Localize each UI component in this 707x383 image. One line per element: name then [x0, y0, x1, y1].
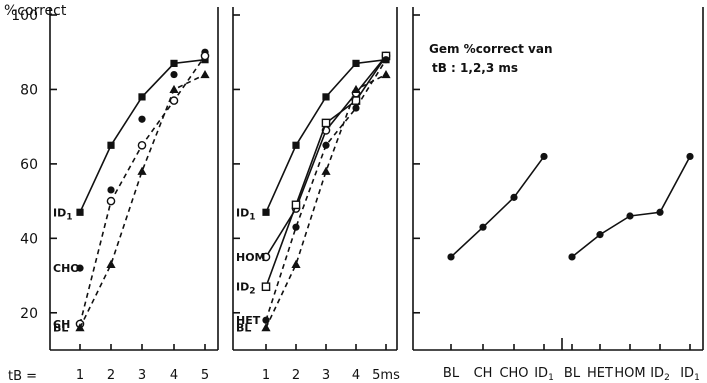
series-label: CH	[53, 318, 70, 331]
x-tick-label: 5ms	[372, 368, 400, 383]
series-line	[265, 55, 387, 258]
series-label: ID1	[53, 206, 73, 222]
data-point	[106, 259, 116, 268]
data-point	[138, 93, 146, 101]
x-tick-label: ID1	[534, 366, 554, 383]
data-point	[291, 200, 301, 210]
x-tick-label: 5	[201, 368, 209, 383]
data-point	[262, 208, 270, 216]
series-label: CHO	[53, 262, 80, 275]
y-tick-label: 60	[20, 157, 38, 173]
x-axis-label: tB =	[8, 369, 37, 383]
data-point	[322, 93, 330, 101]
data-point	[138, 115, 146, 123]
panel-3: Gem %correct van tB : 1,2,3 ms BL CH CHO ID1 B…	[412, 7, 704, 383]
data-point	[106, 196, 116, 206]
chart-subtitle: tB : 1,2,3 ms	[432, 61, 518, 75]
series-label: HOM	[236, 251, 266, 264]
data-point	[321, 166, 331, 175]
x-tick-label: HOM	[614, 366, 645, 381]
data-point	[321, 118, 331, 128]
data-point	[262, 316, 270, 324]
data-point	[76, 208, 84, 216]
x-tick-label: HET	[587, 366, 613, 381]
data-point	[75, 323, 85, 332]
series-line	[571, 156, 691, 258]
data-point	[510, 193, 518, 201]
data-point	[200, 69, 210, 79]
x-tick-label: BL	[564, 366, 581, 381]
chart-title: Gem %correct van	[429, 42, 553, 56]
data-point	[352, 59, 360, 67]
data-point	[352, 104, 360, 112]
data-point	[540, 152, 548, 161]
data-point	[351, 84, 361, 94]
data-point	[107, 141, 115, 149]
x-tick-label: BL	[443, 366, 460, 381]
series-label: HET	[236, 314, 261, 327]
x-tick-label: CHO	[499, 366, 528, 381]
data-point	[76, 264, 84, 272]
data-point	[479, 223, 487, 231]
data-point	[656, 208, 664, 216]
data-point	[170, 59, 178, 67]
data-point	[292, 141, 300, 149]
data-point	[200, 51, 210, 61]
data-point	[291, 259, 301, 268]
data-point	[261, 252, 271, 262]
data-point	[137, 166, 147, 175]
x-tick-label: 3	[138, 368, 146, 383]
series-line	[79, 58, 206, 213]
x-tick-label: ID2	[650, 366, 670, 383]
series-line	[450, 155, 545, 258]
data-point	[596, 231, 604, 239]
x-tick-label: ID1	[680, 366, 700, 383]
data-point	[381, 69, 391, 79]
data-point	[107, 186, 115, 194]
data-point	[626, 212, 634, 220]
series-line	[79, 73, 206, 329]
data-point	[261, 323, 271, 332]
data-point	[169, 84, 179, 94]
series-label: BL	[236, 322, 251, 335]
y-tick-label: 100	[11, 8, 38, 24]
series-label: ID2	[236, 281, 256, 297]
data-point	[382, 56, 390, 64]
series-label: ID1	[236, 206, 256, 222]
x-tick-label: 4	[352, 368, 360, 383]
x-tick-label: CH	[474, 366, 493, 381]
y-tick-label: 80	[20, 82, 38, 98]
y-tick-label: 20	[20, 306, 38, 322]
x-tick-label: 1	[262, 368, 270, 383]
x-tick-label: 2	[292, 368, 300, 383]
y-tick-label: 40	[20, 231, 38, 247]
data-point	[568, 253, 576, 261]
y-tick-labels: 100 80 60 40 20	[11, 8, 38, 322]
data-point	[261, 282, 271, 292]
x-tick-label: 1	[76, 368, 84, 383]
data-point	[322, 141, 330, 149]
x-tick-label: 4	[170, 368, 178, 383]
data-point	[447, 253, 455, 261]
data-point	[137, 140, 147, 150]
x-tick-label: 2	[107, 368, 115, 383]
series-label: BL	[53, 322, 68, 335]
data-point	[292, 223, 300, 231]
data-point	[686, 152, 694, 161]
data-point	[170, 70, 178, 79]
x-tick-label: 3	[322, 368, 330, 383]
series-line	[265, 73, 387, 329]
